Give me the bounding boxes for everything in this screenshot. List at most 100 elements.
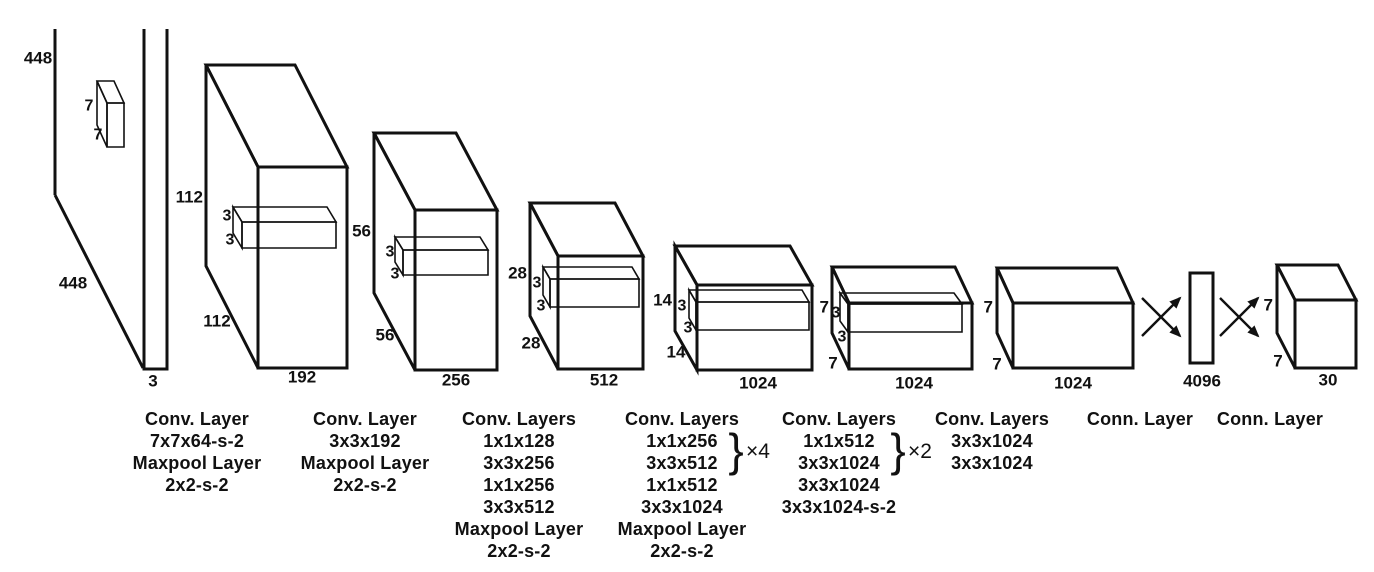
conv-feature-block-4: 14 3 3 14 1024: [653, 240, 815, 393]
layer-spec-line: Maxpool Layer: [132, 453, 262, 473]
layer-spec-line: 3x3x512: [483, 497, 555, 517]
conv-feature-block-4-body-top-face: [672, 244, 815, 287]
dim-label-fc-vector: 4096: [1183, 372, 1221, 391]
conv-filter-box-1: [231, 204, 338, 251]
input-receptive-field-box-front-face: [106, 102, 125, 148]
conv-feature-block-4-body: [672, 240, 815, 376]
conv-feature-block-4-body-front-face: [695, 283, 814, 372]
layer-spec-line: 3x3x192: [329, 431, 401, 451]
layer-spec-line: 2x2-s-2: [165, 475, 229, 495]
layer-spec-column-3: Conv. Layers 1x1x128 3x3x256 1x1x256 3x3x512…: [455, 408, 584, 562]
dim-label-slant-5: 7: [828, 354, 837, 373]
layer-spec-line: 3x3x1024: [641, 497, 723, 517]
conv-filter-box-3: [541, 264, 641, 310]
conv-feature-block-5-body-top-face: [829, 265, 975, 305]
repeat-multiplier: ×2: [908, 440, 932, 463]
layer-spec-line: 3x3x1024: [798, 475, 880, 495]
conv-filter-box-2: [393, 234, 490, 278]
output-tensor-cube-body: [1274, 263, 1359, 370]
input-image-plane: 448 77 448 3: [24, 29, 169, 391]
layer-spec-line: 1x1x512: [646, 475, 718, 495]
input-receptive-field-box-top-face: [95, 80, 126, 104]
fc-vector-rect: [1188, 271, 1215, 365]
layer-spec-line: 3x3x1024: [798, 453, 880, 473]
conv-filter-box-4-front-face: [695, 301, 810, 331]
dim-label-output-slant: 7: [1273, 352, 1282, 371]
layer-spec-line: Conn. Layer: [1086, 409, 1194, 429]
dim-label-side-1: 112: [176, 188, 203, 207]
fc-vector-4096: 4096: [1183, 271, 1221, 391]
input-plane-bottom-diagonal: [53, 194, 145, 369]
layer-spec-column-4: Conv. Layers 1x1x256 3x3x512 1x1x512 3x3x102…: [618, 408, 747, 562]
conv-filter-box-2-front-face: [402, 249, 489, 276]
layer-spec-line: Conv. Layers: [781, 409, 897, 429]
conv-feature-block-6-body-front-face: [1011, 301, 1135, 370]
conv-feature-block-6-body: [994, 266, 1136, 370]
repeat-brace: }: [728, 424, 744, 477]
conv-feature-block-3-body-front-face: [556, 254, 645, 371]
layer-spec-line: Conv. Layer: [145, 409, 249, 429]
dim-label-filter-1-0: 3: [223, 208, 232, 225]
fc-crossing-arrow-4: [1219, 296, 1260, 337]
repeat-brace: }: [890, 424, 906, 477]
dim-label-slant-1: 112: [203, 312, 230, 331]
layer-spec-column-6: Conv. Layers 3x3x1024 3x3x1024: [935, 408, 1049, 474]
dim-label-output-side: 7: [1264, 296, 1273, 315]
layer-spec-line: Maxpool Layer: [300, 453, 430, 473]
layer-spec-line: 7x7x64-s-2: [149, 431, 245, 451]
dim-label-input-filter-h: 7: [85, 98, 94, 115]
layer-spec-line: Maxpool Layer: [454, 519, 584, 539]
dim-label-slant-3: 28: [522, 334, 541, 353]
layer-spec-column-5: Conv. Layers 1x1x512 3x3x1024 3x3x1024 3x3x1…: [782, 408, 897, 518]
output-tensor-cube: 7 7 30: [1264, 263, 1359, 390]
dim-label-depth-4: 1024: [739, 374, 777, 393]
layer-spec-column-2: Conv. Layer 3x3x192 Maxpool Layer 2x2-s-2: [301, 408, 430, 496]
input-plane-front-strip: [142, 29, 169, 371]
dim-label-slant-2: 56: [376, 326, 395, 345]
layer-spec-line: 2x2-s-2: [487, 541, 551, 561]
dim-label-side-3: 28: [508, 264, 527, 283]
conv-feature-block-1-body-front-face: [256, 165, 349, 370]
layer-spec-line: 3x3x1024: [951, 431, 1033, 451]
conv-feature-block-5-body: [829, 265, 975, 371]
dim-label-filter-3-0: 3: [533, 275, 542, 292]
layer-spec-line: 1x1x256: [483, 475, 555, 495]
conv-feature-block-2: 56 3 3 56 256: [352, 131, 500, 390]
layer-spec-line: 3x3x256: [483, 453, 555, 473]
fc-crossing-arrow-2: [1141, 296, 1182, 337]
conv-feature-block-5-body-front-face: [847, 301, 974, 371]
dim-label-side-2: 56: [352, 222, 371, 241]
input-receptive-field-box: [95, 80, 126, 148]
conv-feature-block-3-body: [527, 201, 646, 371]
dim-label-filter-4-1: 3: [684, 320, 693, 337]
dim-label-side-6: 7: [984, 298, 993, 317]
conv-feature-block-6-body-top-face: [994, 266, 1136, 305]
dim-label-depth-6: 1024: [1054, 374, 1092, 393]
conv-feature-block-6: 7 7 1024: [984, 266, 1136, 393]
conv-filter-box-1-front-face: [241, 221, 337, 249]
conv-feature-block-1: 112 3 3 112 192: [176, 63, 350, 387]
conv-filter-box-4: [687, 287, 811, 333]
layer-spec-line: 3x3x1024: [951, 453, 1033, 473]
layer-spec-line: 2x2-s-2: [650, 541, 714, 561]
conv-feature-block-3: 28 3 3 28 512: [508, 201, 646, 390]
dim-label-slant-6: 7: [992, 355, 1001, 374]
layer-spec-line: Conv. Layers: [461, 409, 577, 429]
layer-spec-column-7: Conn. Layer: [1087, 408, 1193, 430]
layer-spec-line: Conv. Layer: [313, 409, 417, 429]
layer-spec-column-8: Conn. Layer: [1217, 408, 1323, 430]
layer-spec-line: Conv. Layers: [934, 409, 1050, 429]
dim-label-filter-1-1: 3: [226, 232, 235, 249]
layer-spec-line: 3x3x1024-s-2: [781, 497, 897, 517]
dim-label-filter-4-0: 3: [678, 298, 687, 315]
dim-label-filter-3-1: 3: [537, 298, 546, 315]
layer-spec-line: 2x2-s-2: [333, 475, 397, 495]
dim-label-slant-4: 14: [667, 343, 686, 362]
dim-label-depth-5: 1024: [895, 374, 933, 393]
dim-label-input-depth: 3: [148, 372, 157, 391]
dim-label-input-filter-w: 7: [94, 127, 103, 144]
layer-spec-line: 3x3x512: [646, 453, 718, 473]
